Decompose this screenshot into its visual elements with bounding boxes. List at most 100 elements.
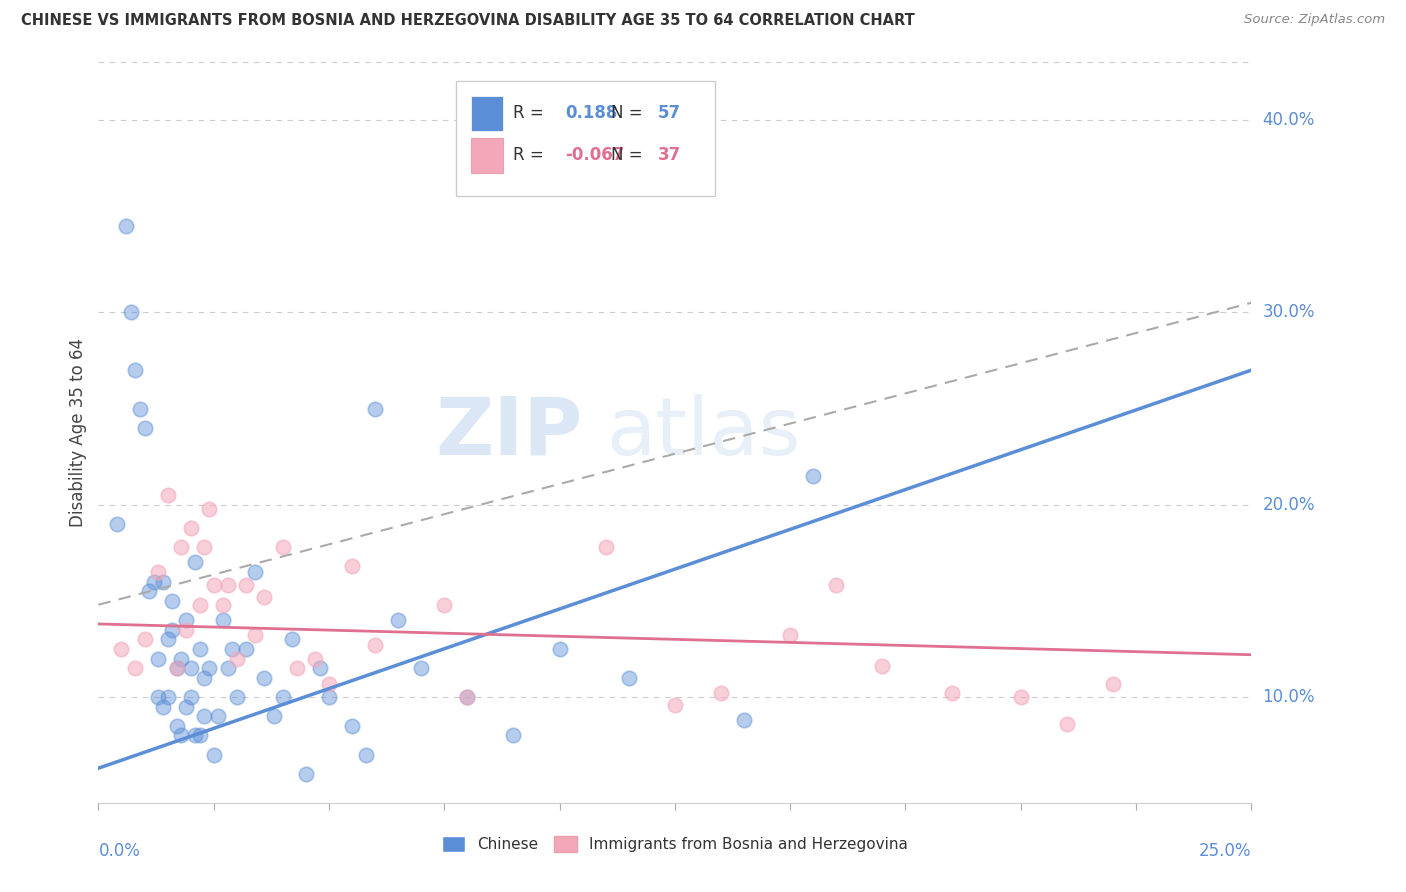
Point: [548, 642, 571, 657]
Point: [120, 305, 142, 319]
Point: [180, 690, 202, 704]
Text: 10.0%: 10.0%: [1263, 688, 1315, 706]
Point: [124, 661, 146, 675]
Point: [295, 767, 318, 781]
Text: 40.0%: 40.0%: [1263, 112, 1315, 129]
Y-axis label: Disability Age 35 to 64: Disability Age 35 to 64: [69, 338, 87, 527]
Point: [263, 709, 285, 723]
Point: [217, 578, 239, 592]
Point: [318, 690, 340, 704]
Point: [253, 671, 276, 685]
Point: [271, 540, 294, 554]
Point: [170, 651, 193, 665]
Point: [664, 698, 686, 712]
Point: [225, 690, 247, 704]
Point: [235, 578, 257, 592]
Point: [340, 719, 363, 733]
FancyBboxPatch shape: [456, 81, 716, 195]
Point: [387, 613, 409, 627]
Point: [354, 747, 377, 762]
Point: [184, 556, 207, 570]
Point: [779, 628, 801, 642]
Point: [174, 699, 197, 714]
Point: [152, 699, 174, 714]
Point: [170, 729, 193, 743]
Point: [801, 469, 824, 483]
Point: [138, 584, 160, 599]
Text: CHINESE VS IMMIGRANTS FROM BOSNIA AND HERZEGOVINA DISABILITY AGE 35 TO 64 CORREL: CHINESE VS IMMIGRANTS FROM BOSNIA AND HE…: [21, 13, 915, 29]
Point: [198, 501, 221, 516]
Legend: Chinese, Immigrants from Bosnia and Herzegovina: Chinese, Immigrants from Bosnia and Herz…: [436, 830, 914, 858]
Text: 57: 57: [658, 103, 681, 122]
Point: [152, 574, 174, 589]
Point: [217, 661, 239, 675]
Text: R =: R =: [513, 146, 544, 164]
Point: [456, 690, 478, 704]
FancyBboxPatch shape: [471, 95, 503, 131]
Point: [156, 632, 179, 647]
Point: [124, 363, 146, 377]
Point: [235, 642, 257, 657]
Text: Source: ZipAtlas.com: Source: ZipAtlas.com: [1244, 13, 1385, 27]
Point: [502, 729, 524, 743]
Text: 30.0%: 30.0%: [1263, 303, 1315, 321]
Point: [212, 598, 235, 612]
FancyBboxPatch shape: [471, 138, 503, 173]
Point: [456, 690, 478, 704]
Point: [180, 661, 202, 675]
Point: [142, 574, 165, 589]
Point: [245, 628, 267, 642]
Point: [193, 671, 215, 685]
Point: [198, 661, 221, 675]
Point: [1056, 717, 1078, 731]
Point: [166, 661, 188, 675]
Point: [188, 729, 211, 743]
Text: atlas: atlas: [606, 393, 800, 472]
Point: [318, 676, 340, 690]
Point: [129, 401, 152, 416]
Point: [134, 632, 156, 647]
Point: [941, 686, 963, 700]
Text: 20.0%: 20.0%: [1263, 496, 1315, 514]
Point: [825, 578, 848, 592]
Point: [166, 719, 188, 733]
Point: [285, 661, 308, 675]
Point: [207, 709, 229, 723]
Point: [245, 565, 267, 579]
Point: [148, 690, 170, 704]
Point: [212, 613, 235, 627]
Point: [156, 488, 179, 502]
Point: [166, 661, 188, 675]
Text: 0.188: 0.188: [565, 103, 617, 122]
Point: [733, 713, 755, 727]
Text: N =: N =: [612, 146, 643, 164]
Point: [308, 661, 330, 675]
Point: [148, 565, 170, 579]
Point: [148, 651, 170, 665]
Point: [156, 690, 179, 704]
Point: [225, 651, 247, 665]
Text: -0.067: -0.067: [565, 146, 624, 164]
Point: [188, 642, 211, 657]
Point: [253, 590, 276, 604]
Text: 0.0%: 0.0%: [98, 842, 141, 860]
Point: [180, 521, 202, 535]
Point: [105, 516, 128, 531]
Point: [221, 642, 243, 657]
Point: [110, 642, 132, 657]
Point: [202, 747, 225, 762]
Point: [188, 598, 211, 612]
Point: [281, 632, 304, 647]
Point: [433, 598, 456, 612]
Point: [115, 219, 138, 233]
Point: [364, 638, 387, 652]
Point: [340, 559, 363, 574]
Point: [160, 623, 183, 637]
Point: [710, 686, 733, 700]
Point: [193, 709, 215, 723]
Text: N =: N =: [612, 103, 643, 122]
Point: [174, 613, 197, 627]
Text: 37: 37: [658, 146, 681, 164]
Point: [872, 659, 894, 673]
Point: [364, 401, 387, 416]
